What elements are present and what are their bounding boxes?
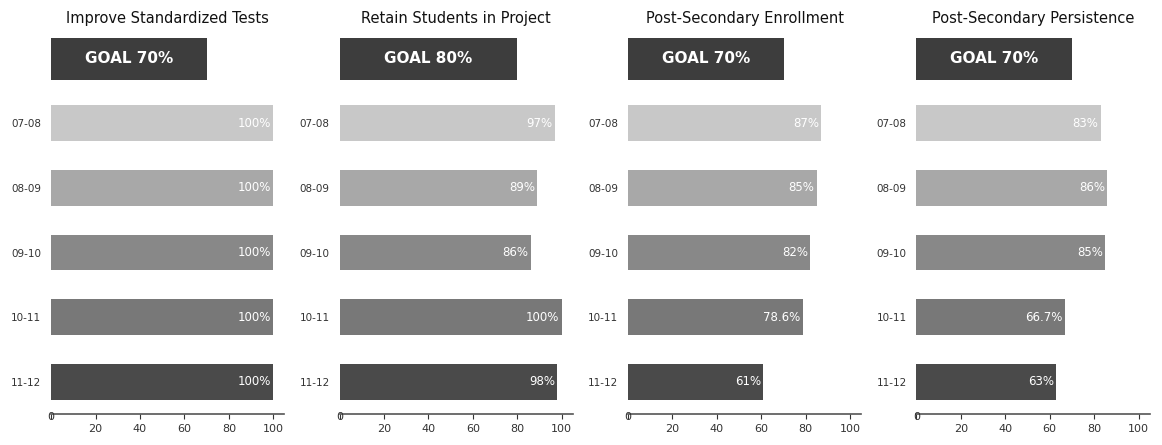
Text: 83%: 83% [1073,117,1098,130]
Bar [51,364,273,400]
Title: Improve Standardized Tests: Improve Standardized Tests [66,11,270,26]
Text: 97%: 97% [526,117,553,130]
Text: 0: 0 [624,413,631,422]
Text: 89%: 89% [509,182,535,194]
Bar [627,170,817,206]
Text: 82%: 82% [782,246,808,259]
Text: 85%: 85% [789,182,815,194]
Bar [339,364,558,400]
Title: Post-Secondary Persistence: Post-Secondary Persistence [932,11,1134,26]
Bar [627,364,763,400]
Bar [339,37,517,80]
Bar [339,170,537,206]
Text: 100%: 100% [238,182,271,194]
Text: 100%: 100% [238,375,271,388]
Text: 98%: 98% [529,375,555,388]
Text: 0: 0 [336,413,343,422]
Bar [627,299,803,335]
Text: 0: 0 [48,413,55,422]
Text: 86%: 86% [1079,182,1105,194]
Text: 61%: 61% [736,375,761,388]
Text: 66.7%: 66.7% [1025,311,1062,324]
Bar [917,364,1056,400]
Bar [339,105,555,141]
Bar [627,105,822,141]
Text: 85%: 85% [1077,246,1103,259]
Text: GOAL 70%: GOAL 70% [85,51,173,66]
Bar [339,299,561,335]
Bar [917,105,1100,141]
Bar [917,170,1107,206]
Bar [51,37,207,80]
Text: GOAL 70%: GOAL 70% [661,51,749,66]
Text: 100%: 100% [238,246,271,259]
Bar [917,299,1064,335]
Text: 100%: 100% [238,311,271,324]
Text: 63%: 63% [1028,375,1054,388]
Text: 78.6%: 78.6% [763,311,801,324]
Text: 86%: 86% [502,246,529,259]
Bar [627,37,783,80]
Bar [51,105,273,141]
Bar [51,170,273,206]
Title: Retain Students in Project: Retain Students in Project [361,11,551,26]
Text: 0: 0 [913,413,920,422]
Text: 87%: 87% [792,117,819,130]
Bar [51,299,273,335]
Bar [339,235,531,270]
Bar [917,235,1105,270]
Bar [917,37,1071,80]
Bar [627,235,810,270]
Text: GOAL 70%: GOAL 70% [951,51,1039,66]
Title: Post-Secondary Enrollment: Post-Secondary Enrollment [646,11,844,26]
Text: GOAL 80%: GOAL 80% [385,51,473,66]
Text: 100%: 100% [238,117,271,130]
Bar [51,235,273,270]
Text: 100%: 100% [526,311,560,324]
